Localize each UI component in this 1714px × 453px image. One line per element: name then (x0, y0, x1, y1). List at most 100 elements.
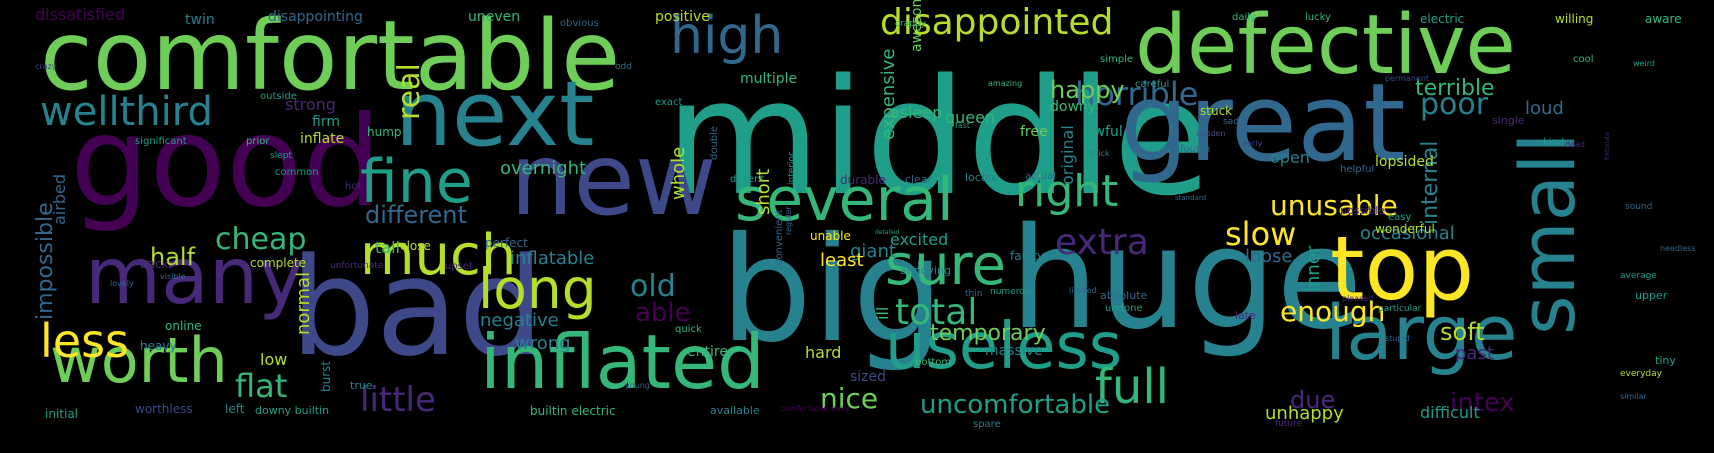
word-different: different (365, 201, 467, 229)
word-dead: dead (1565, 140, 1585, 149)
word-several: several (735, 165, 954, 235)
word-inflatable: inflatable (510, 248, 595, 269)
word-interior: interior (787, 152, 797, 185)
word-awful: awful (1085, 124, 1123, 140)
word-queen: queen (945, 108, 996, 127)
word-future: future (1275, 419, 1303, 429)
word-particular: particular (1378, 304, 1422, 314)
word-right: right (1015, 166, 1119, 217)
word-locate: locate (965, 171, 999, 184)
word-multiple: multiple (740, 71, 798, 87)
word-crappy: crappy (895, 19, 926, 29)
word-amazing: amazing (988, 79, 1023, 88)
word-close: close (400, 239, 431, 253)
word-wrong: wrong (515, 333, 571, 354)
word-standard: standard (1175, 194, 1207, 202)
word-downy-builtin: downy builtin (255, 404, 330, 417)
word-middle: middle (665, 44, 1212, 231)
word-horrible: horrible (1075, 75, 1199, 113)
word-comfortable-easy: comfortable easy (780, 404, 850, 413)
word-old: old (630, 269, 676, 304)
word-tall: tall (375, 238, 400, 257)
word-crazy: crazy (35, 62, 57, 71)
word-sad: sad (1223, 117, 1239, 127)
word-occasional: occasional (1360, 223, 1455, 244)
word-hump: hump (367, 125, 402, 139)
word-past: past (1455, 343, 1494, 364)
word-useless: useless (885, 310, 1123, 384)
word-due: due (1290, 386, 1336, 414)
word-simple: simple (1100, 54, 1134, 65)
word-new: new (510, 121, 717, 238)
word-annoying: annoying (900, 264, 951, 277)
word-defective: defective (1135, 0, 1516, 93)
word-real: real (392, 63, 427, 120)
word-full: full (1095, 359, 1169, 415)
word-fourth: fourth (1180, 144, 1211, 155)
word-weird: weird (1633, 59, 1655, 68)
word-sudden: sudden (1196, 129, 1226, 138)
word-soft: soft (1440, 318, 1485, 346)
word-hot: hot (345, 181, 362, 192)
word-disappointed: disappointed (880, 2, 1114, 43)
word-unhappy: unhappy (1265, 403, 1344, 424)
word-normal: normal (293, 271, 314, 335)
word-true: true (350, 379, 373, 392)
word-many: many (85, 232, 305, 322)
word-comfortable: comfortable (40, 0, 621, 112)
word-daily: daily (1232, 12, 1256, 23)
word-unable: unable (810, 229, 851, 243)
word-left: left (225, 402, 245, 416)
word-lovely: lovely (110, 279, 134, 288)
word-positive: positive (655, 9, 710, 25)
word-whole: whole (668, 146, 689, 200)
word-uneven: uneven (468, 9, 521, 25)
word-stupid: stupid (1385, 334, 1410, 343)
word-cool: cool (1573, 54, 1594, 65)
word-electric: electric (1420, 12, 1465, 26)
word-complete: complete (250, 256, 307, 270)
word-thin: thin (965, 289, 983, 299)
word-free: free (1020, 124, 1048, 140)
word-double: double (709, 125, 720, 160)
word-back: back (140, 257, 169, 271)
word-difficult: difficult (1420, 403, 1480, 422)
word-asleep: asleep (890, 103, 943, 122)
word-poor: poor (1420, 87, 1489, 122)
word-firm: firm (312, 114, 340, 130)
word-negative: negative (480, 310, 559, 331)
word-available: available (710, 404, 760, 417)
word-significant: significant (135, 136, 187, 147)
word-fine: fine (360, 147, 473, 217)
word-average: average (1620, 271, 1657, 281)
word-fast: fast (955, 121, 971, 130)
word-flat: flat (235, 367, 288, 405)
word-undone: undone (1105, 303, 1143, 314)
word-fortunate: fortunate (1604, 132, 1611, 160)
word-odd: odd (615, 62, 632, 72)
word-good: good (70, 90, 382, 235)
word-sound: sound (1625, 202, 1653, 212)
word-wellthird: wellthird (40, 89, 213, 135)
word-upper: upper (1635, 289, 1668, 302)
word-stuck: stuck (1200, 104, 1233, 118)
word-much: much (360, 223, 517, 288)
word-excited: excited (890, 230, 949, 249)
word-airbed: airbed (50, 174, 69, 225)
word-worth: worth (50, 324, 228, 397)
word-clear: clear (905, 173, 933, 186)
word-prior: prior (246, 136, 270, 147)
word-twin: twin (185, 12, 215, 28)
word-slow: slow (1225, 215, 1297, 253)
word-quick: quick (675, 324, 702, 335)
word-single: single (1492, 114, 1525, 127)
word-unusable: unusable (1270, 189, 1398, 222)
word-obvious: obvious (560, 18, 599, 29)
word-hard: hard (805, 343, 842, 362)
word-aware: aware (1645, 12, 1682, 26)
word-loose: loose (1245, 246, 1293, 267)
word-easy: easy (1388, 212, 1412, 223)
word-online: online (165, 319, 202, 333)
word-wonderful: wonderful (1375, 222, 1435, 236)
